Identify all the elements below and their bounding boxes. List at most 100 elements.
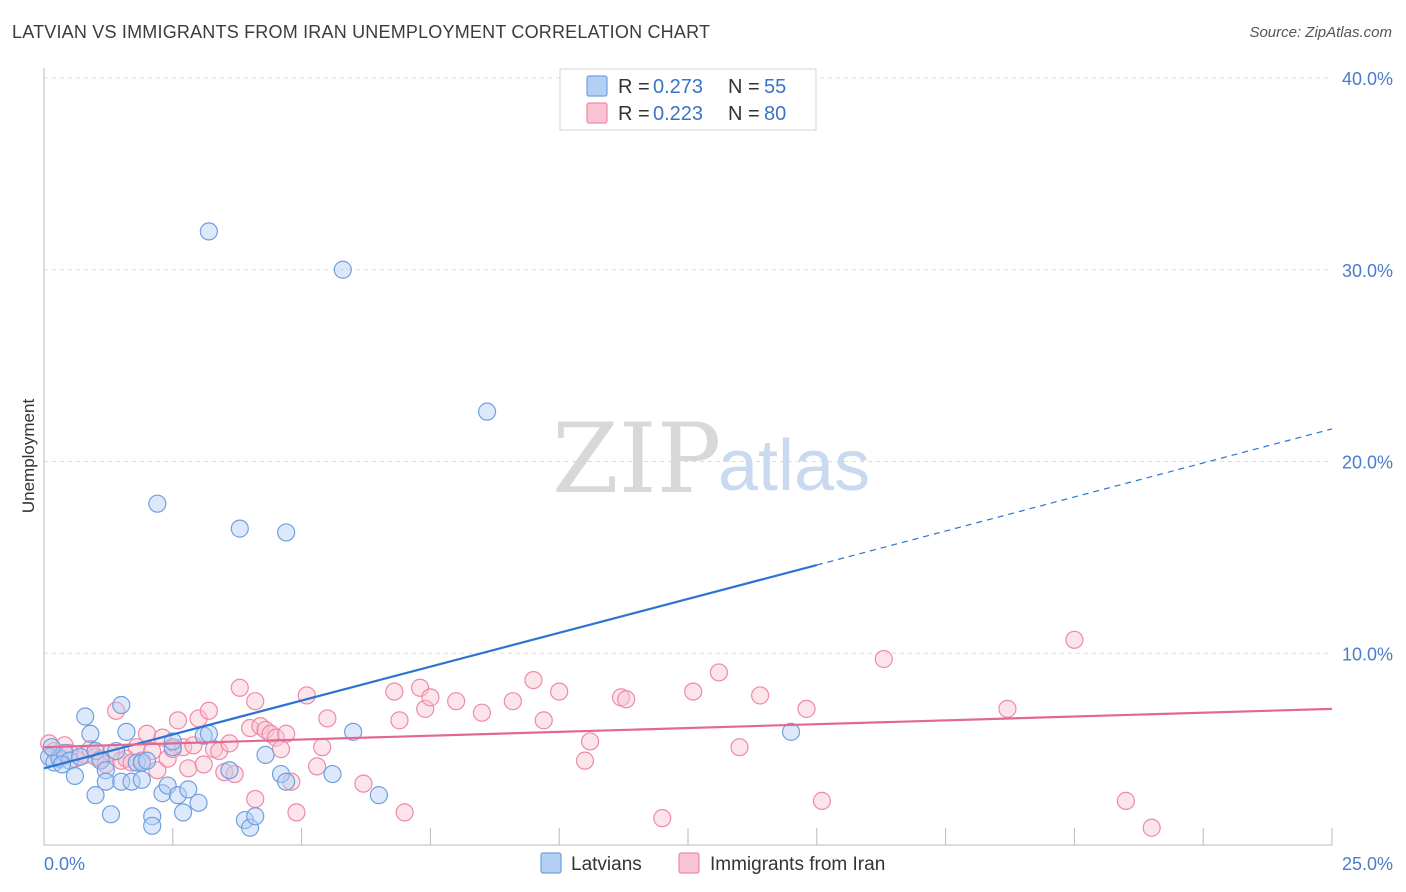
point-iran xyxy=(282,772,301,791)
point-iran xyxy=(246,692,265,711)
gridlines xyxy=(44,77,1332,654)
point-iran xyxy=(395,803,414,822)
point-iran xyxy=(220,734,239,753)
point-latvians xyxy=(163,732,182,751)
point-latvians xyxy=(179,780,198,799)
point-latvians xyxy=(86,786,105,805)
point-iran xyxy=(107,701,126,720)
point-latvians xyxy=(81,724,100,743)
trend-line-latvians xyxy=(43,563,818,770)
y-tick-label: 20.0% xyxy=(1342,453,1393,473)
point-iran xyxy=(797,699,816,718)
series-latvians-points xyxy=(40,222,801,837)
point-latvians xyxy=(230,519,249,538)
trend-line-latvians-extrapolated xyxy=(816,428,1333,566)
bottom-legend-label-latvians: Latvians xyxy=(571,854,642,875)
source-label: Source: ZipAtlas.com xyxy=(1249,24,1392,41)
legend-n-label-latvians: N = xyxy=(728,76,760,98)
point-iran xyxy=(751,686,770,705)
point-iran xyxy=(266,728,285,747)
point-latvians xyxy=(143,816,162,835)
point-iran xyxy=(385,682,404,701)
point-latvians xyxy=(174,803,193,822)
point-latvians xyxy=(220,761,239,780)
point-iran xyxy=(199,701,218,720)
point-iran xyxy=(524,670,543,690)
point-iran xyxy=(168,711,188,730)
point-iran xyxy=(575,751,595,770)
point-latvians xyxy=(96,772,115,791)
point-iran xyxy=(709,663,729,682)
x-ticks xyxy=(172,828,1333,845)
legend-n-value-latvians: 55 xyxy=(764,76,786,98)
point-iran xyxy=(684,682,703,701)
point-iran xyxy=(550,682,569,701)
legend-n-value-iran: 80 xyxy=(764,103,786,125)
point-latvians xyxy=(112,772,131,791)
point-latvians xyxy=(277,523,296,542)
point-iran xyxy=(313,738,332,757)
point-latvians xyxy=(199,222,218,241)
legend-r-value-latvians: 0.273 xyxy=(653,76,703,98)
point-iran xyxy=(1116,791,1136,810)
point-iran xyxy=(503,692,522,711)
point-latvians xyxy=(781,722,801,741)
trend-line-iran xyxy=(43,707,1333,749)
point-iran xyxy=(874,649,893,669)
x-tick-label-max: 25.0% xyxy=(1342,854,1393,874)
point-iran xyxy=(354,774,373,793)
stats-legend: R = 0.273 N = 55 R = 0.223 N = 80 xyxy=(559,68,817,131)
point-latvians xyxy=(477,402,497,421)
watermark-atlas: atlas xyxy=(718,426,870,506)
point-iran xyxy=(277,724,296,743)
point-iran xyxy=(307,757,327,776)
point-latvians xyxy=(112,695,131,715)
point-iran xyxy=(246,789,265,809)
bottom-legend-swatch-iran xyxy=(678,852,700,874)
watermark-zip: ZIP xyxy=(552,403,721,515)
point-iran xyxy=(230,678,249,697)
y-axis-label: Unemployment xyxy=(19,399,38,514)
legend-swatch-iran xyxy=(586,102,608,124)
y-tick-label: 40.0% xyxy=(1342,69,1393,89)
point-latvians xyxy=(76,707,95,726)
y-tick-label: 10.0% xyxy=(1342,644,1393,664)
point-latvians xyxy=(148,494,167,513)
y-tick-label: 30.0% xyxy=(1342,261,1393,281)
legend-r-value-iran: 0.223 xyxy=(653,103,703,125)
point-latvians xyxy=(256,745,275,764)
point-iran xyxy=(179,759,198,778)
point-iran xyxy=(447,692,466,711)
watermark: ZIP atlas xyxy=(552,403,870,515)
point-iran xyxy=(143,741,162,761)
chart-title: LATVIAN VS IMMIGRANTS FROM IRAN UNEMPLOY… xyxy=(12,22,711,42)
bottom-legend-label-iran: Immigrants from Iran xyxy=(710,854,885,875)
point-iran xyxy=(271,740,291,759)
point-iran xyxy=(534,711,553,730)
point-iran xyxy=(1142,818,1161,837)
trend-lines xyxy=(43,428,1333,770)
point-latvians xyxy=(240,818,260,837)
point-iran xyxy=(617,690,636,709)
point-latvians xyxy=(246,807,265,826)
point-iran xyxy=(194,755,213,774)
point-latvians xyxy=(344,722,363,741)
point-latvians xyxy=(137,751,157,770)
point-iran xyxy=(318,709,337,728)
point-latvians xyxy=(65,766,85,786)
point-latvians xyxy=(168,786,188,805)
point-iran xyxy=(730,738,749,757)
point-iran xyxy=(390,711,409,730)
point-iran xyxy=(998,699,1017,718)
point-iran xyxy=(812,791,832,810)
point-latvians xyxy=(101,805,121,824)
point-iran xyxy=(581,732,600,751)
point-iran xyxy=(158,749,177,768)
point-latvians xyxy=(132,770,151,789)
y-tick-labels: 10.0% 20.0% 30.0% 40.0% xyxy=(1342,69,1393,664)
series-legend: Latvians Immigrants from Iran xyxy=(540,852,885,875)
point-iran xyxy=(416,699,435,718)
point-iran xyxy=(421,688,440,707)
point-latvians xyxy=(277,772,296,791)
